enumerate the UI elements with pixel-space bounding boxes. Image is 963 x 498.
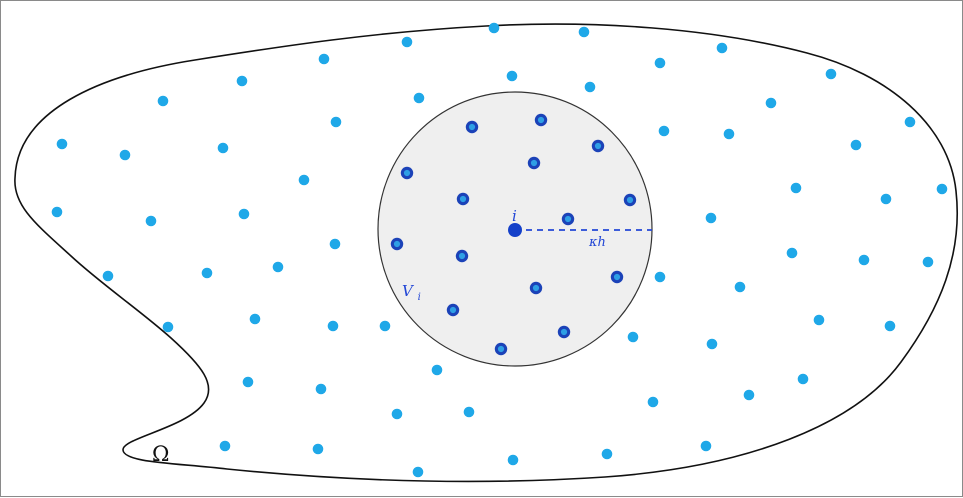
neighbor-point-core (459, 195, 467, 203)
outer-point (298, 174, 310, 186)
outer-point (700, 440, 712, 452)
outer-point (51, 206, 63, 218)
outer-point (329, 238, 341, 250)
outer-point (884, 320, 896, 332)
outer-point (315, 383, 327, 395)
outer-point (379, 320, 391, 332)
neighbor-point-core (530, 159, 538, 167)
outer-point (157, 95, 169, 107)
outer-point (723, 128, 735, 140)
neighbor-point-core (458, 252, 466, 260)
outer-point (412, 466, 424, 478)
neighbor-point-core (532, 284, 540, 292)
neighbor-point-core (468, 123, 476, 131)
outer-point (705, 212, 717, 224)
outer-point (162, 321, 174, 333)
neighbor-point-core (626, 196, 634, 204)
outer-point (880, 193, 892, 205)
outer-point (145, 215, 157, 227)
outer-point (584, 81, 596, 93)
center-point-label: i (512, 207, 517, 225)
outer-point (790, 182, 802, 194)
neighborhood-label: V i (402, 282, 421, 303)
outer-point (578, 26, 590, 38)
outer-point (765, 97, 777, 109)
outer-point (413, 92, 425, 104)
center-point (508, 223, 522, 237)
outer-point (850, 139, 862, 151)
outer-point (431, 364, 443, 376)
outer-point (858, 254, 870, 266)
neighbor-point-core (560, 328, 568, 336)
outer-point (238, 208, 250, 220)
domain-boundary (14, 23, 959, 483)
neighbor-point-core (564, 215, 572, 223)
radius-label: κh (588, 235, 606, 250)
outer-point (391, 408, 403, 420)
outer-point (219, 440, 231, 452)
outer-point (743, 389, 755, 401)
outer-point (401, 36, 413, 48)
outer-point (249, 313, 261, 325)
outer-point (904, 116, 916, 128)
outer-point (813, 314, 825, 326)
outer-point (936, 183, 948, 195)
neighbor-point-core (403, 169, 411, 177)
outer-point (507, 454, 519, 466)
neighbor-point-core (613, 273, 621, 281)
outer-point (488, 22, 500, 34)
outer-points (51, 22, 948, 478)
outer-point (312, 443, 324, 455)
outer-point (786, 247, 798, 259)
neighborhood-label-subscript: i (418, 292, 421, 303)
outer-point (601, 448, 613, 460)
neighbor-point-core (497, 345, 505, 353)
outer-point (506, 70, 518, 82)
outer-point (734, 281, 746, 293)
neighbor-points (390, 113, 637, 356)
outer-point (217, 142, 229, 154)
neighbor-point-core (594, 142, 602, 150)
outer-point (242, 376, 254, 388)
outer-point (272, 261, 284, 273)
domain-label: Ω (152, 442, 169, 466)
neighbor-point-core (537, 116, 545, 124)
outer-point (627, 331, 639, 343)
outer-point (797, 373, 809, 385)
outer-point (654, 271, 666, 283)
outer-point (463, 406, 475, 418)
outer-point (201, 267, 213, 279)
outer-point (647, 396, 659, 408)
outer-point (236, 75, 248, 87)
neighborhood-label-main: V (402, 282, 415, 300)
neighbor-point-core (449, 306, 457, 314)
neighbor-point-core (393, 240, 401, 248)
outer-point (56, 138, 68, 150)
outer-point (119, 149, 131, 161)
outer-point (716, 42, 728, 54)
outer-point (327, 320, 339, 332)
outer-point (654, 57, 666, 69)
outer-point (922, 256, 934, 268)
outer-point (658, 125, 670, 137)
outer-point (318, 53, 330, 65)
outer-point (825, 68, 837, 80)
outer-point (706, 338, 718, 350)
outer-point (330, 116, 342, 128)
outer-point (102, 270, 114, 282)
